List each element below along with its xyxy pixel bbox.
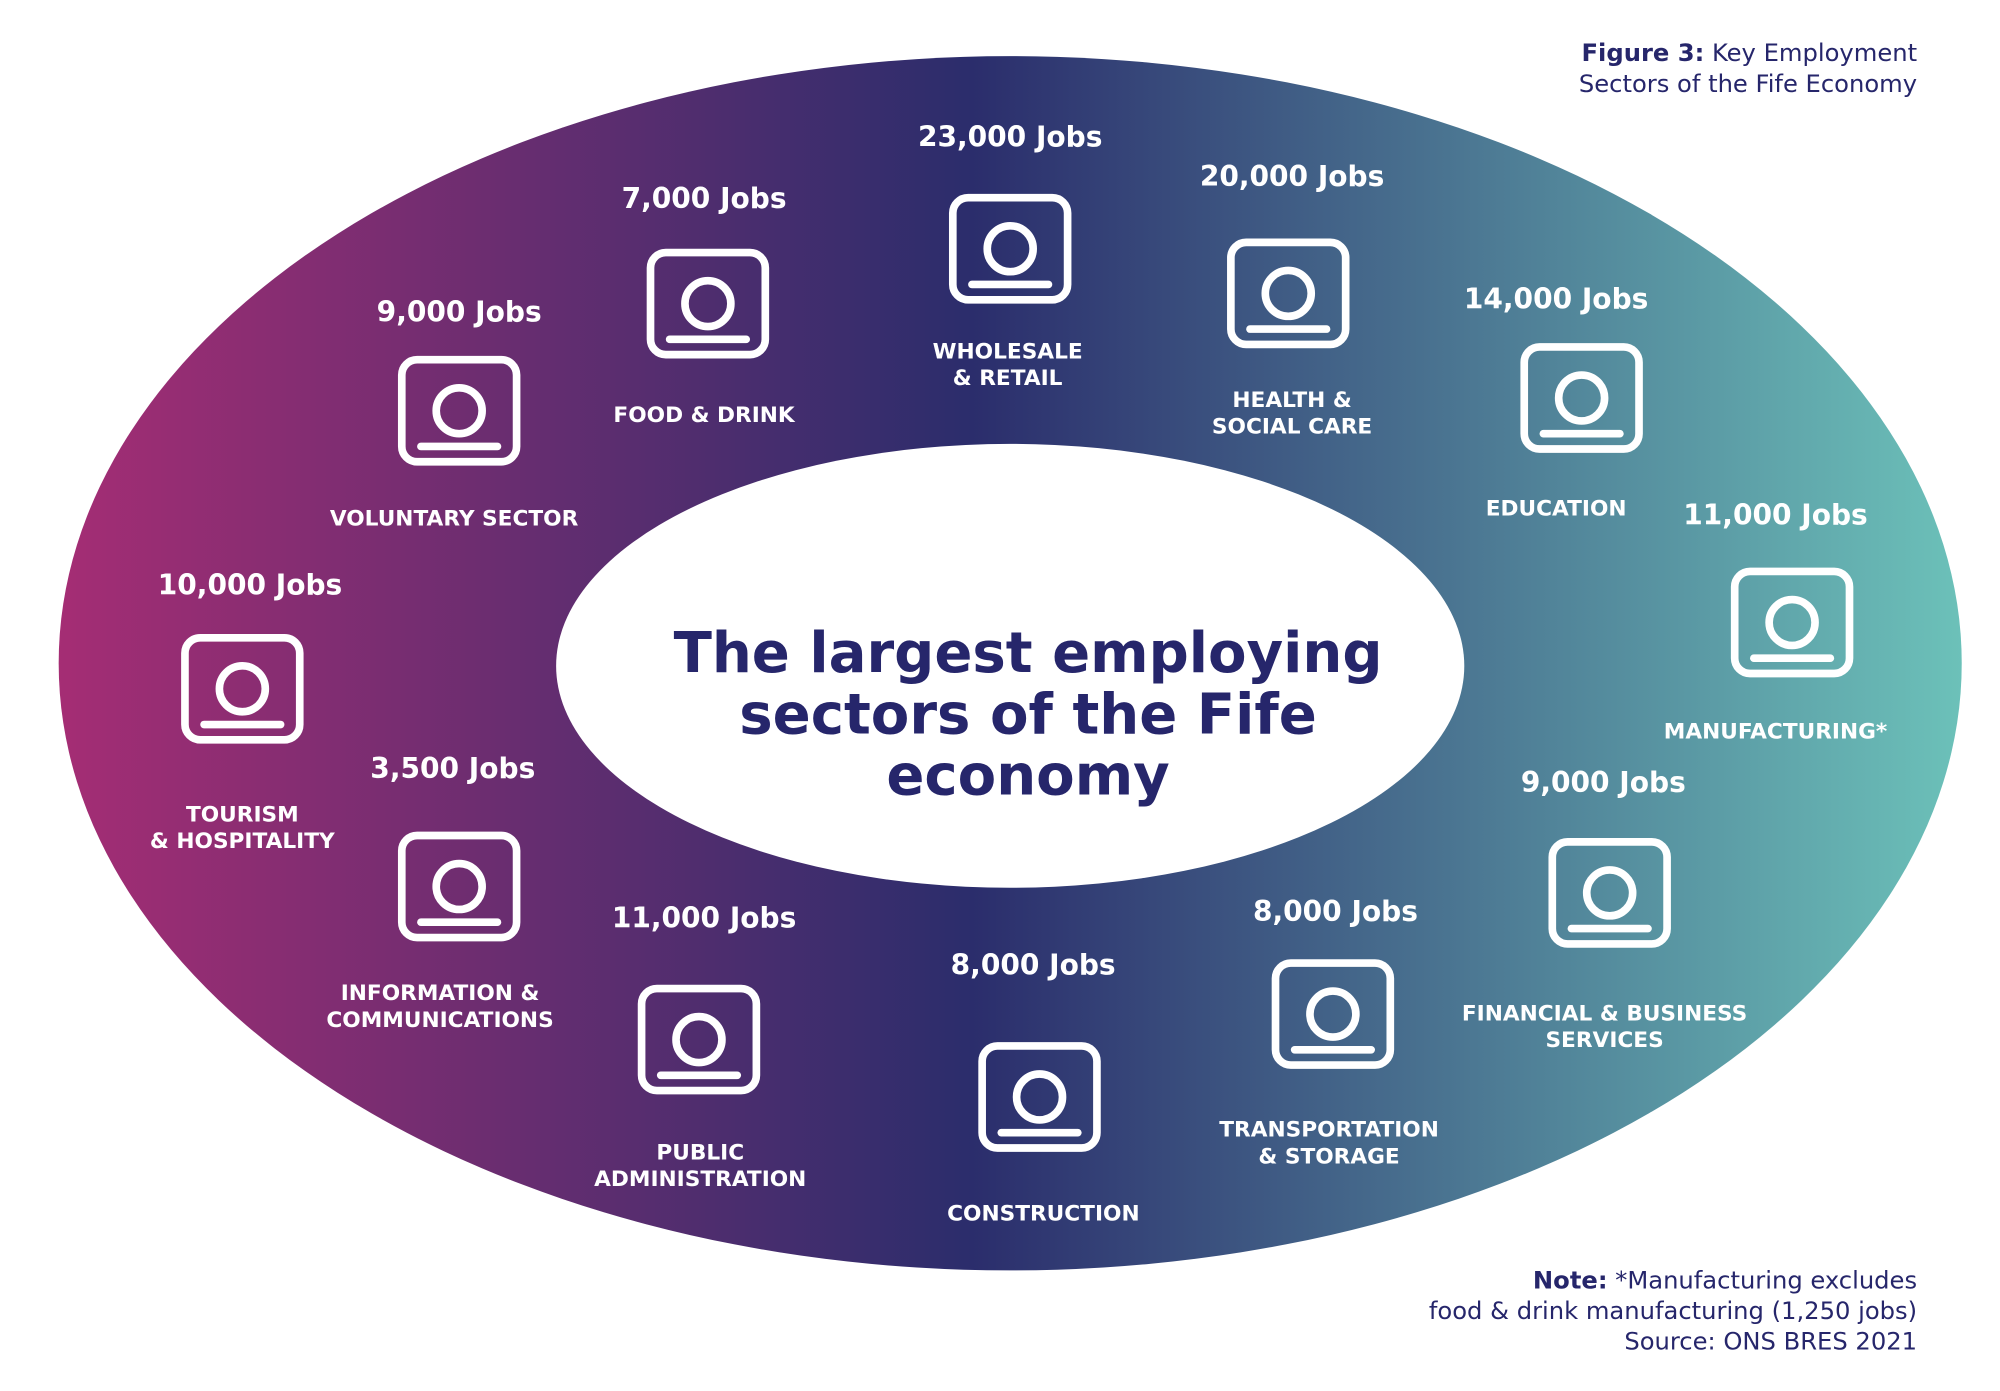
- sector: 14,000 Jobs EDUCATION: [1464, 283, 1648, 522]
- icon-shape: [681, 276, 735, 331]
- icon-shape: [1520, 343, 1643, 453]
- icon-shape: [672, 1012, 726, 1067]
- icon-shape: [1548, 838, 1671, 948]
- sector-name: INFORMATION &: [341, 981, 540, 1006]
- sector: 20,000 Jobs HEALTH &SOCIAL CARE: [1200, 160, 1384, 439]
- icon-shape: [978, 1042, 1101, 1152]
- icon-shape: [397, 831, 521, 942]
- sector-name: & STORAGE: [1258, 1144, 1399, 1169]
- sector-name: HEALTH &: [1232, 388, 1351, 413]
- sector-name: TRANSPORTATION: [1219, 1118, 1439, 1143]
- sector-name: & HOSPITALITY: [150, 829, 335, 854]
- jobs-label: 9,000 Jobs: [1521, 766, 1686, 799]
- jobs-label: 3,500 Jobs: [370, 752, 535, 785]
- sector: 9,000 Jobs VOLUNTARY SECTOR: [330, 295, 579, 531]
- sector-icon: [397, 355, 521, 466]
- sector-name: WHOLESALE: [933, 339, 1083, 364]
- jobs-label: 8,000 Jobs: [1253, 895, 1418, 928]
- title-line: The largest employing: [674, 621, 1383, 686]
- icon-shape: [181, 633, 304, 744]
- jobs-label: 14,000 Jobs: [1464, 283, 1648, 316]
- sector-name: CONSTRUCTION: [947, 1202, 1139, 1227]
- sector-icon: [646, 248, 770, 359]
- sector-icon: [1227, 238, 1350, 349]
- icon-shape: [1582, 866, 1637, 920]
- sector-name: SOCIAL CARE: [1212, 415, 1372, 440]
- title-line: economy: [886, 744, 1169, 809]
- sector-icon: [1548, 838, 1671, 948]
- sector-icon: [948, 193, 1072, 304]
- source: Source: ONS BRES 2021: [1624, 1328, 1917, 1356]
- sector: 8,000 Jobs TRANSPORTATION& STORAGE: [1219, 895, 1439, 1169]
- sector-icon: [1520, 343, 1643, 453]
- sector-name: COMMUNICATIONS: [326, 1008, 553, 1033]
- sector-name: EDUCATION: [1486, 496, 1627, 521]
- note: Note: *Manufacturing excludes: [1533, 1266, 1917, 1294]
- icon-shape: [1227, 238, 1350, 349]
- sector: 10,000 Jobs TOURISM& HOSPITALITY: [150, 568, 342, 854]
- note-text: *Manufacturing excludes: [1615, 1266, 1917, 1294]
- icon-shape: [1261, 266, 1316, 321]
- jobs-label: 10,000 Jobs: [158, 568, 342, 601]
- sector-icon: [181, 633, 304, 744]
- figure-label: Figure 3:: [1582, 39, 1705, 67]
- icon-shape: [432, 383, 486, 438]
- sector-icon: [637, 984, 761, 1095]
- icon-shape: [948, 193, 1072, 304]
- icon-shape: [397, 355, 521, 466]
- sector-icon: [1730, 567, 1854, 678]
- sector: 7,000 Jobs FOOD & DRINK: [613, 182, 796, 428]
- sector-name: FOOD & DRINK: [613, 403, 796, 428]
- sector-name: SERVICES: [1545, 1028, 1663, 1053]
- note-text: food & drink manufacturing (1,250 jobs): [1429, 1297, 1917, 1325]
- sector-name: MANUFACTURING*: [1664, 720, 1887, 745]
- sector-name: FINANCIAL & BUSINESS: [1462, 1001, 1747, 1026]
- icon-shape: [1012, 1070, 1067, 1124]
- icon-shape: [432, 859, 486, 914]
- icon-shape: [983, 221, 1037, 276]
- icon-shape: [1554, 371, 1609, 425]
- sectors: 9,000 Jobs VOLUNTARY SECTOR 7,000 Jobs FOOD…: [150, 121, 1887, 1227]
- icon-shape: [1271, 959, 1395, 1069]
- sector: 23,000 Jobs WHOLESALE& RETAIL: [918, 121, 1102, 392]
- sector: 11,000 Jobs MANUFACTURING*: [1664, 498, 1887, 744]
- sector-icon: [397, 831, 521, 942]
- jobs-label: 11,000 Jobs: [612, 901, 796, 934]
- icon-shape: [637, 984, 761, 1095]
- caption-text: Key Employment: [1712, 39, 1917, 67]
- jobs-label: 8,000 Jobs: [951, 949, 1116, 982]
- jobs-label: 23,000 Jobs: [918, 121, 1102, 154]
- sector-name: & RETAIL: [953, 366, 1063, 391]
- icon-shape: [215, 662, 270, 716]
- sector: 3,500 Jobs INFORMATION &COMMUNICATIONS: [326, 752, 553, 1033]
- sector: 8,000 Jobs CONSTRUCTION: [947, 949, 1139, 1227]
- sector-name: PUBLIC: [656, 1140, 744, 1165]
- title-line: sectors of the Fife: [739, 682, 1317, 747]
- sector-icon: [978, 1042, 1101, 1152]
- figure-caption: Figure 3: Key Employment: [1582, 39, 1918, 67]
- caption-text: Sectors of the Fife Economy: [1579, 70, 1917, 98]
- icon-shape: [1306, 987, 1360, 1041]
- icon-shape: [1765, 595, 1819, 650]
- jobs-label: 11,000 Jobs: [1683, 498, 1867, 531]
- sector-name: ADMINISTRATION: [594, 1167, 806, 1192]
- sector-icon: [1271, 959, 1395, 1069]
- sector-name: VOLUNTARY SECTOR: [330, 507, 579, 532]
- inner-ellipse: [556, 443, 1465, 888]
- jobs-label: 7,000 Jobs: [622, 182, 787, 215]
- sector-name: TOURISM: [186, 802, 299, 827]
- jobs-label: 20,000 Jobs: [1200, 160, 1384, 193]
- note-label: Note:: [1533, 1266, 1608, 1294]
- icon-shape: [1730, 567, 1854, 678]
- icon-shape: [646, 248, 770, 359]
- jobs-label: 9,000 Jobs: [377, 295, 542, 328]
